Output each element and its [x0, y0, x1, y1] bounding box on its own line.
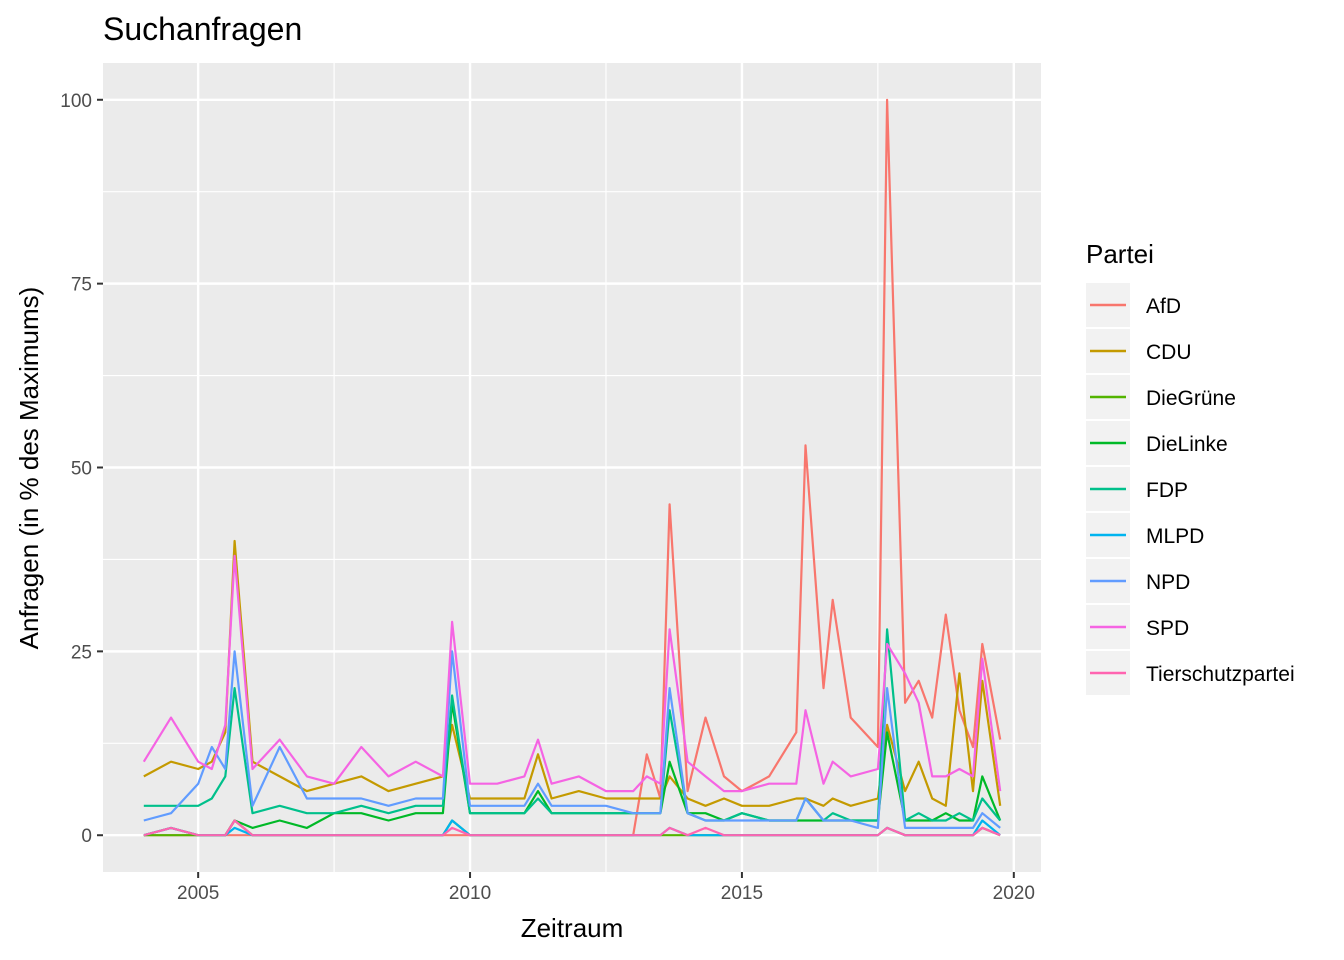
x-tick-label: 2015	[721, 883, 763, 904]
x-tick-label: 2010	[449, 883, 491, 904]
legend-label: FDP	[1146, 479, 1188, 502]
x-tick-label: 2005	[177, 883, 219, 904]
legend: Partei AfD CDU DieGrüne DieLinke FDP MLPD NPD S…	[1086, 239, 1295, 695]
legend-label: CDU	[1146, 341, 1192, 364]
y-tick-label: 100	[60, 91, 92, 112]
x-axis-title: Zeitraum	[521, 913, 624, 943]
series-line-npd	[143, 650, 1001, 830]
chart-title: Suchanfragen	[103, 11, 302, 47]
legend-title: Partei	[1086, 239, 1154, 269]
series-line-spd	[142, 554, 1002, 793]
y-axis-title: Anfragen (in % des Maximums)	[14, 287, 44, 650]
legend-label: DieLinke	[1146, 433, 1228, 456]
x-tick-label: 2020	[993, 883, 1035, 904]
legend-label: MLPD	[1146, 525, 1204, 548]
y-tick-label: 75	[71, 275, 92, 296]
legend-label: Tierschutzpartei	[1146, 663, 1295, 686]
legend-label: SPD	[1146, 617, 1189, 640]
y-tick-label: 25	[71, 642, 92, 663]
legend-label: NPD	[1146, 571, 1190, 594]
series-lines	[142, 98, 1002, 837]
legend-label: DieGrüne	[1146, 387, 1236, 410]
y-tick-label: 0	[81, 826, 92, 847]
y-axis: 0 25 50 75 100	[60, 91, 103, 847]
series-line-tierschutzpartei	[143, 819, 1001, 837]
y-tick-label: 50	[71, 459, 92, 480]
legend-label: AfD	[1146, 295, 1181, 318]
x-axis: 2005 2010 2015 2020	[177, 872, 1035, 904]
